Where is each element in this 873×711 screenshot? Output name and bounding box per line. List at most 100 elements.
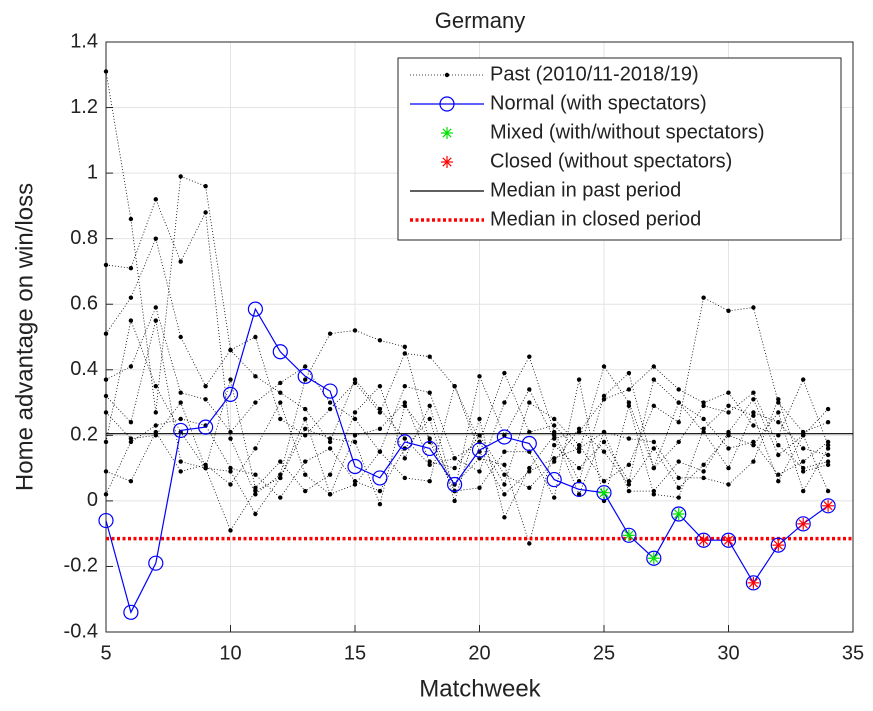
past-point	[253, 334, 258, 340]
past-point	[527, 354, 532, 359]
past-point	[153, 318, 158, 323]
past-point	[801, 488, 806, 494]
past-point	[253, 374, 258, 379]
past-point	[427, 462, 432, 468]
past-point	[178, 174, 183, 179]
closed-point	[772, 539, 785, 552]
past-point	[303, 377, 308, 382]
past-point	[303, 472, 308, 477]
past-point	[402, 400, 407, 405]
past-point	[751, 413, 756, 418]
past-point	[327, 331, 333, 336]
past-point	[651, 377, 656, 382]
closed-point	[797, 517, 810, 530]
past-point	[552, 459, 557, 464]
y-tick-label: -0.2	[64, 555, 98, 577]
past-point	[352, 410, 358, 415]
past-point	[527, 465, 532, 471]
past-point	[253, 492, 258, 497]
past-point	[253, 472, 258, 477]
past-point	[203, 210, 208, 215]
past-point	[402, 456, 407, 461]
past-point	[402, 344, 407, 350]
past-point	[776, 420, 781, 425]
past-point	[751, 390, 756, 395]
past-point	[228, 482, 233, 487]
asterisk-stroke	[698, 535, 709, 545]
chart-title: Germany	[435, 8, 525, 33]
past-point	[278, 459, 283, 464]
past-point	[576, 446, 582, 451]
past-point	[352, 479, 358, 484]
past-point	[327, 406, 333, 412]
past-point	[825, 462, 831, 468]
past-point	[552, 436, 557, 441]
past-point	[228, 377, 233, 382]
past-point	[701, 400, 706, 405]
past-point	[452, 456, 457, 461]
past-point	[651, 492, 656, 497]
past-point	[278, 472, 283, 477]
past-point	[651, 403, 656, 409]
past-point	[626, 462, 632, 468]
past-point	[103, 439, 109, 445]
asterisk-stroke	[624, 530, 634, 540]
y-axis-label: Home advantage on win/loss	[11, 183, 38, 491]
past-point	[502, 515, 507, 520]
y-tick-label: 1.4	[70, 30, 98, 52]
past-point	[427, 479, 432, 484]
past-point	[278, 380, 283, 386]
past-point	[676, 439, 681, 445]
closed-point	[697, 534, 710, 547]
past-point	[601, 479, 607, 484]
x-tick-label: 30	[717, 642, 739, 664]
past-point	[726, 446, 731, 451]
past-point	[751, 423, 756, 428]
past-point	[153, 383, 158, 389]
past-point	[477, 374, 482, 379]
past-point	[726, 410, 731, 415]
normal-point	[546, 471, 562, 488]
past-point	[278, 416, 283, 422]
past-season-line	[105, 384, 829, 495]
past-point	[626, 403, 632, 409]
past-point	[203, 383, 208, 389]
past-point	[128, 364, 134, 369]
legend-past: Past (2010/11-2018/19)	[490, 63, 699, 85]
past-point	[253, 485, 258, 490]
past-point	[327, 439, 333, 445]
normal-point	[496, 429, 512, 445]
past-point	[427, 459, 432, 464]
past-point	[601, 397, 607, 402]
past-point	[377, 406, 383, 412]
past-point	[178, 416, 183, 422]
legend-closed: Closed (without spectators)	[490, 150, 732, 172]
past-point	[651, 439, 656, 445]
past-point	[626, 488, 632, 494]
x-tick-label: 20	[468, 642, 490, 664]
x-tick-label: 10	[219, 642, 241, 664]
normal-point	[795, 516, 811, 532]
past-point	[103, 69, 109, 74]
past-point	[626, 436, 632, 441]
past-point	[377, 410, 383, 415]
past-point	[128, 295, 134, 300]
past-point	[402, 475, 407, 481]
legend-sample	[439, 96, 455, 112]
past-point	[601, 449, 607, 454]
past-point	[651, 465, 656, 471]
past-season-line	[105, 319, 829, 502]
asterisk-stroke	[773, 540, 783, 550]
normal-point	[521, 435, 537, 452]
past-point	[651, 364, 656, 369]
asterisk-stroke	[649, 553, 659, 563]
past-point	[751, 305, 756, 310]
past-point	[103, 492, 109, 497]
past-point	[726, 390, 731, 395]
past-point	[676, 485, 681, 490]
past-point	[477, 469, 482, 474]
past-point	[128, 420, 134, 425]
past-point	[352, 416, 358, 422]
asterisk-stroke	[599, 488, 609, 498]
past-season-line	[105, 320, 829, 545]
